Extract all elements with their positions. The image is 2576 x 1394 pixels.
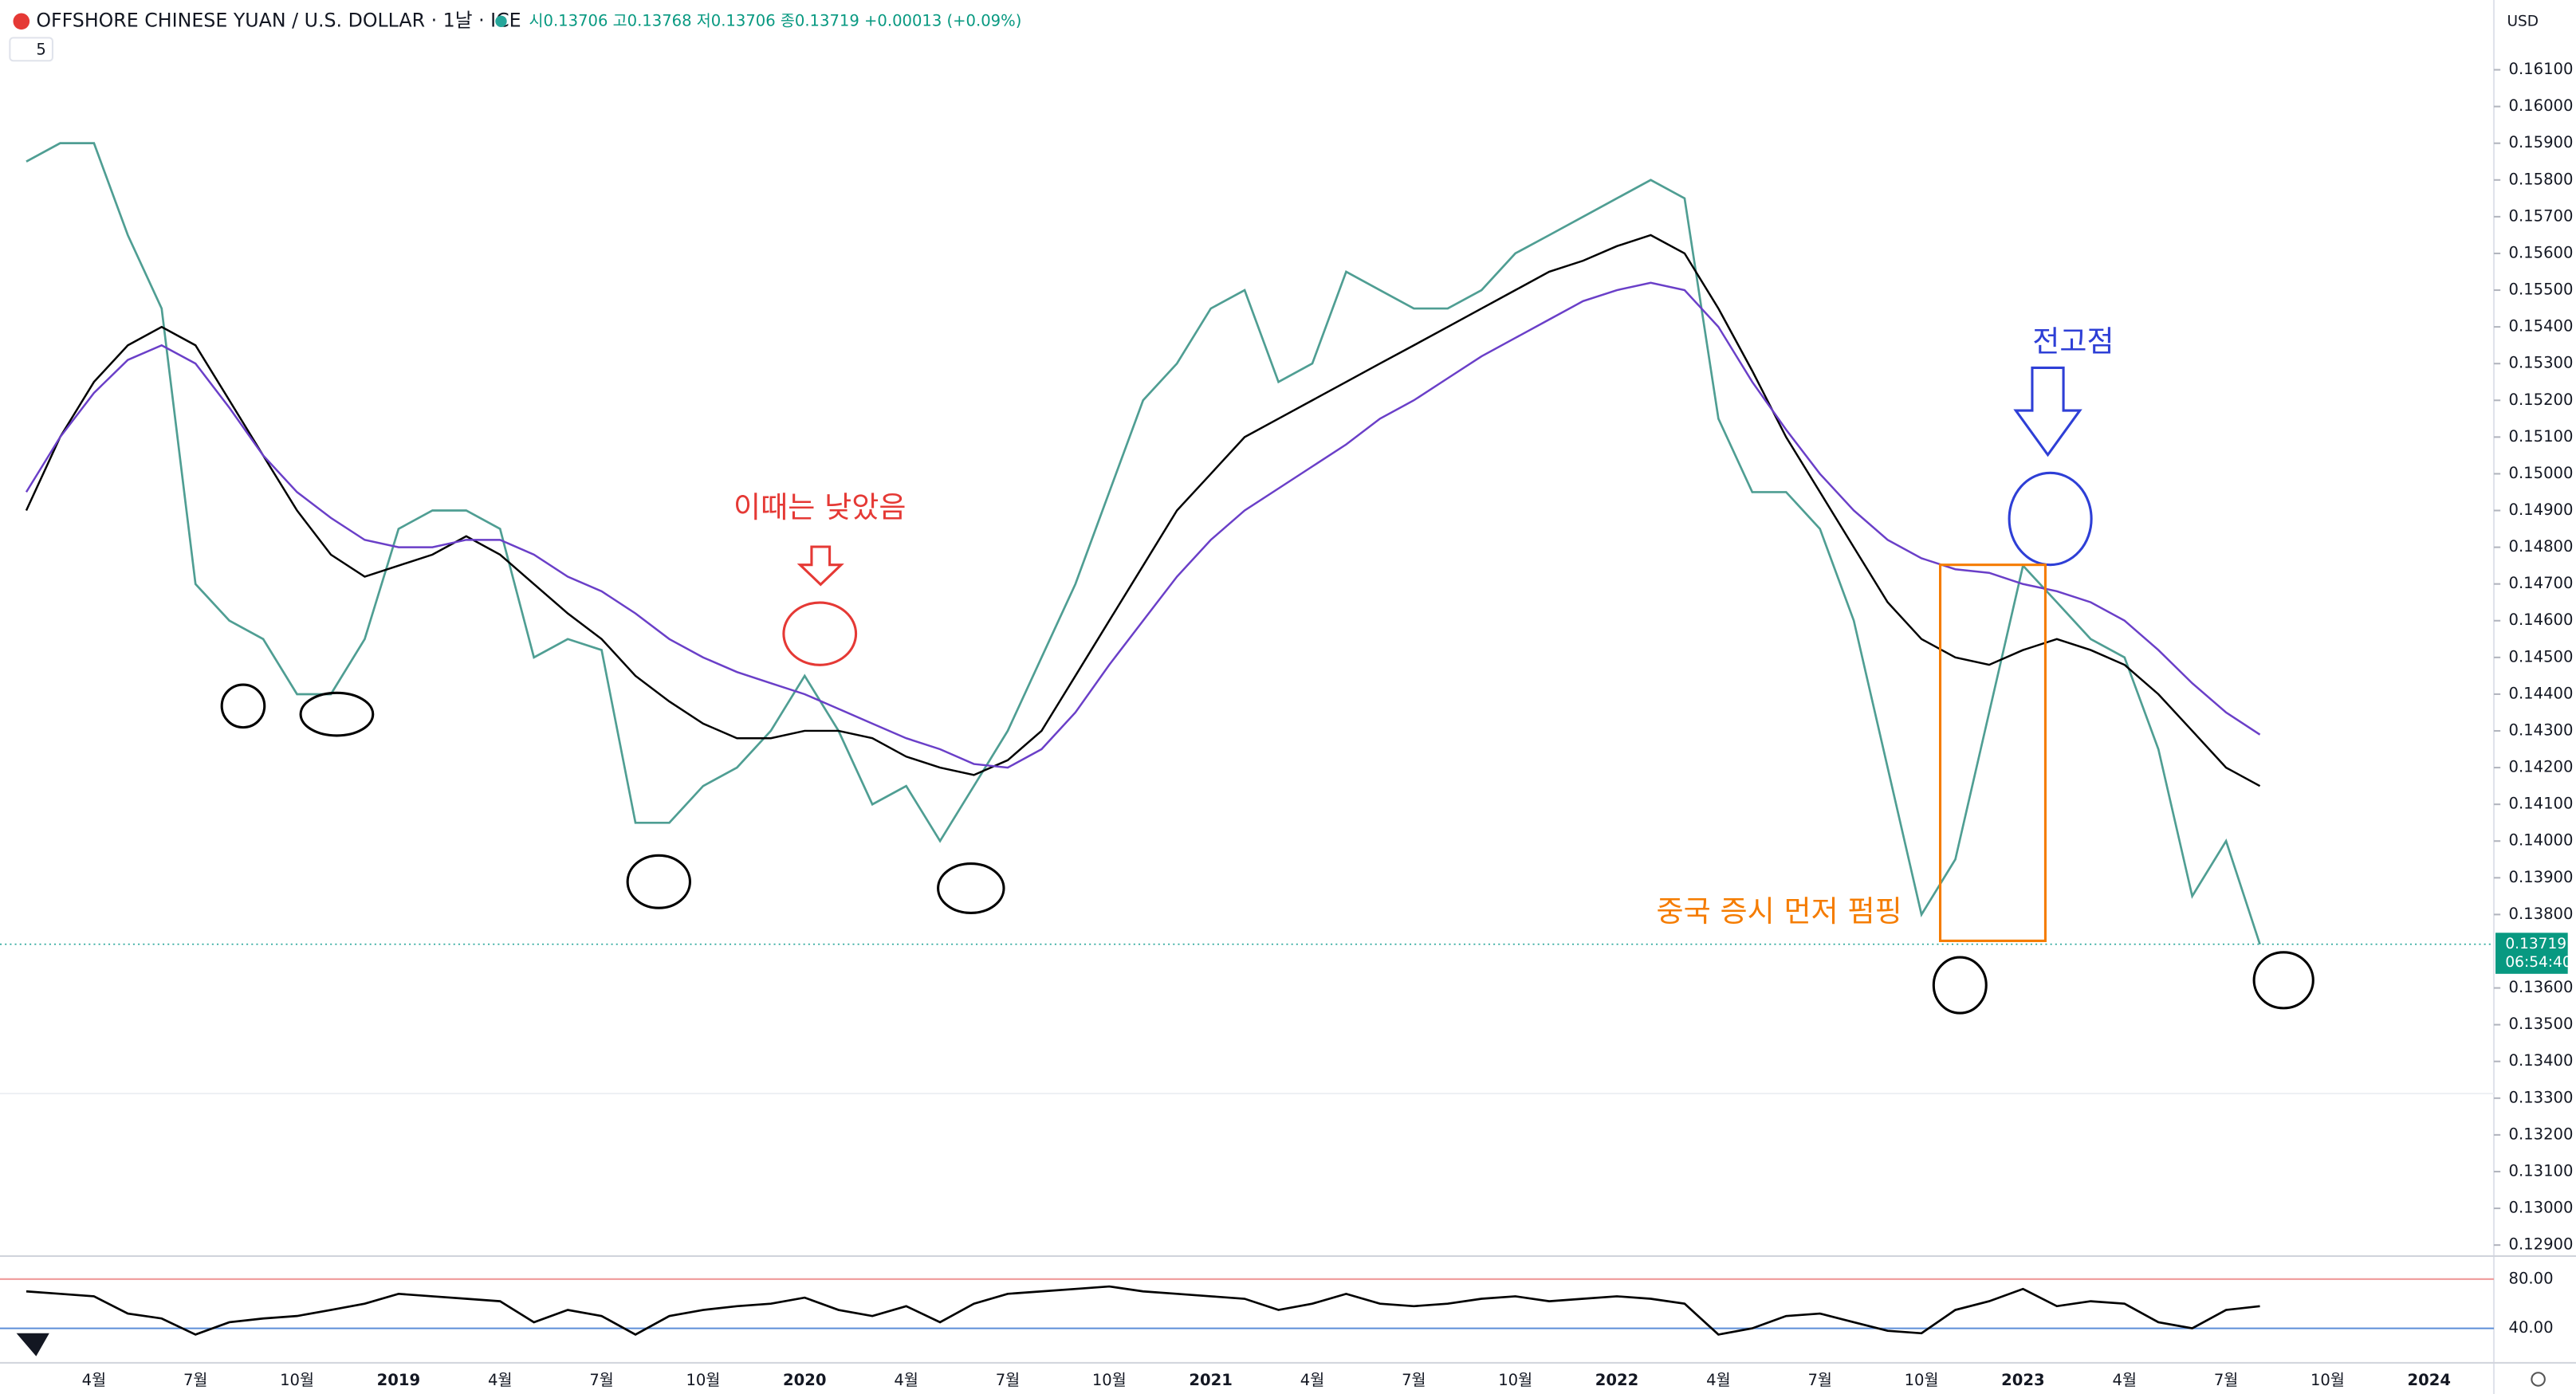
x-tick-label: 7월: [183, 1371, 207, 1389]
x-tick-label: 7월: [1807, 1371, 1831, 1389]
y-tick-label: 0.13400: [2509, 1051, 2574, 1070]
symbol-logo: [13, 13, 30, 30]
circle: [299, 691, 375, 737]
x-tick-label: 10월: [1498, 1371, 1532, 1389]
y-tick-label: 0.15700: [2509, 206, 2574, 225]
x-tick-label: 2021: [1189, 1371, 1232, 1389]
y-tick-label: 0.13200: [2509, 1125, 2574, 1143]
y-tick-label: 80.00: [2509, 1269, 2554, 1287]
x-tick-label: 10월: [280, 1371, 314, 1389]
brand-logo: [16, 1333, 49, 1357]
x-tick-label: 4월: [82, 1371, 106, 1389]
countdown: 06:54:40: [2505, 954, 2571, 971]
x-tick-label: 2019: [377, 1371, 420, 1389]
y-tick-label: 0.15100: [2509, 427, 2574, 446]
y-tick-label: 0.14600: [2509, 611, 2574, 629]
axes: 0.16100 0.16000 0.15900 0.15800 0.15700 0.156…: [82, 60, 2574, 1389]
y-tick-label: 0.14200: [2509, 758, 2574, 776]
ohlc: 시0.13706 고0.13768 저0.13706 종0.13719 +0.0…: [529, 11, 1022, 29]
annotation: 전고점: [2032, 324, 2114, 359]
symbol-title: OFFSHORE CHINESE YUAN / U.S. DOLLAR · 1날…: [36, 9, 521, 31]
y-tick-label: 0.13100: [2509, 1161, 2574, 1180]
x-tick-label: 7월: [2214, 1371, 2238, 1389]
y-tick-label: 40.00: [2509, 1318, 2554, 1337]
x-tick-label: 4월: [1706, 1371, 1730, 1389]
series-line: [26, 1285, 2260, 1336]
x-tick-label: 10월: [2311, 1371, 2345, 1389]
y-tick-label: 0.13000: [2509, 1199, 2574, 1217]
y-tick-label: 0.13300: [2509, 1088, 2574, 1106]
settings-icon[interactable]: [2531, 1372, 2546, 1387]
circle: [1932, 956, 1988, 1015]
series-line: [26, 142, 2261, 945]
x-tick-label: 10월: [1092, 1371, 1127, 1389]
last-price-box: [2495, 933, 2568, 974]
highlight-circle: [782, 601, 858, 666]
series-line: [25, 281, 2261, 769]
x-tick-label: 4월: [2113, 1371, 2137, 1389]
x-tick-label: 7월: [1402, 1371, 1426, 1389]
x-tick-label: 10월: [1905, 1371, 1939, 1389]
x-tick-label: 2020: [783, 1371, 826, 1389]
y-tick-label: 0.15000: [2509, 464, 2574, 482]
y-tick-label: 0.15800: [2509, 170, 2574, 188]
x-tick-label: 2024: [2408, 1371, 2451, 1389]
circle: [937, 862, 1005, 914]
indicator-toggle[interactable]: [9, 37, 53, 62]
arrow: [2013, 366, 2082, 457]
x-tick-label: 2023: [2001, 1371, 2044, 1389]
y-tick-label: 0.14500: [2509, 647, 2574, 666]
x-tick-label: 10월: [686, 1371, 720, 1389]
last-price-label: 0.13719: [2505, 936, 2566, 952]
y-tick-label: 0.13500: [2509, 1015, 2574, 1033]
y-tick-label: 0.14800: [2509, 537, 2574, 556]
y-tick-label: 0.15300: [2509, 354, 2574, 372]
currency[interactable]: USD: [2507, 13, 2539, 29]
indicator-count[interactable]: 5: [36, 40, 45, 58]
y-tick-label: 0.13800: [2509, 905, 2574, 923]
highlight-box: [1939, 563, 2047, 942]
y-tick-label: 0.13600: [2509, 978, 2574, 996]
plot: [0, 142, 2494, 1336]
y-tick-label: 0.14400: [2509, 684, 2574, 702]
x-tick-label: 4월: [488, 1371, 512, 1389]
circle: [220, 683, 266, 729]
y-tick-label: 0.14000: [2509, 831, 2574, 850]
y-tick-label: 0.15200: [2509, 391, 2574, 409]
y-tick-label: 0.16000: [2509, 96, 2574, 115]
y-tick-label: 0.16100: [2509, 60, 2574, 78]
highlight-circle: [2008, 471, 2093, 567]
y-tick-label: 0.15400: [2509, 317, 2574, 336]
y-tick-label: 0.15500: [2509, 281, 2574, 299]
y-tick-label: 0.12900: [2509, 1235, 2574, 1254]
x-tick-label: 7월: [589, 1371, 613, 1389]
series-line: [25, 234, 2261, 787]
x-tick-label: 4월: [1300, 1371, 1324, 1389]
market-status: [495, 15, 507, 27]
x-tick-label: 2022: [1595, 1371, 1638, 1389]
y-tick-label: 0.14700: [2509, 574, 2574, 592]
circle: [626, 854, 691, 909]
annotation: 이때는 낮았음: [733, 490, 906, 524]
arrow: [796, 545, 844, 587]
y-tick-label: 0.13900: [2509, 868, 2574, 886]
y-tick-label: 0.14100: [2509, 795, 2574, 813]
y-tick-label: 0.15900: [2509, 133, 2574, 151]
y-tick-label: 0.14300: [2509, 721, 2574, 740]
y-tick-label: 0.14900: [2509, 501, 2574, 519]
x-tick-label: 7월: [996, 1371, 1020, 1389]
circle: [2252, 951, 2314, 1010]
y-tick-label: 0.15600: [2509, 243, 2574, 261]
annotation: 중국 증시 먼저 펌핑: [1656, 894, 1902, 929]
x-tick-label: 4월: [894, 1371, 918, 1389]
